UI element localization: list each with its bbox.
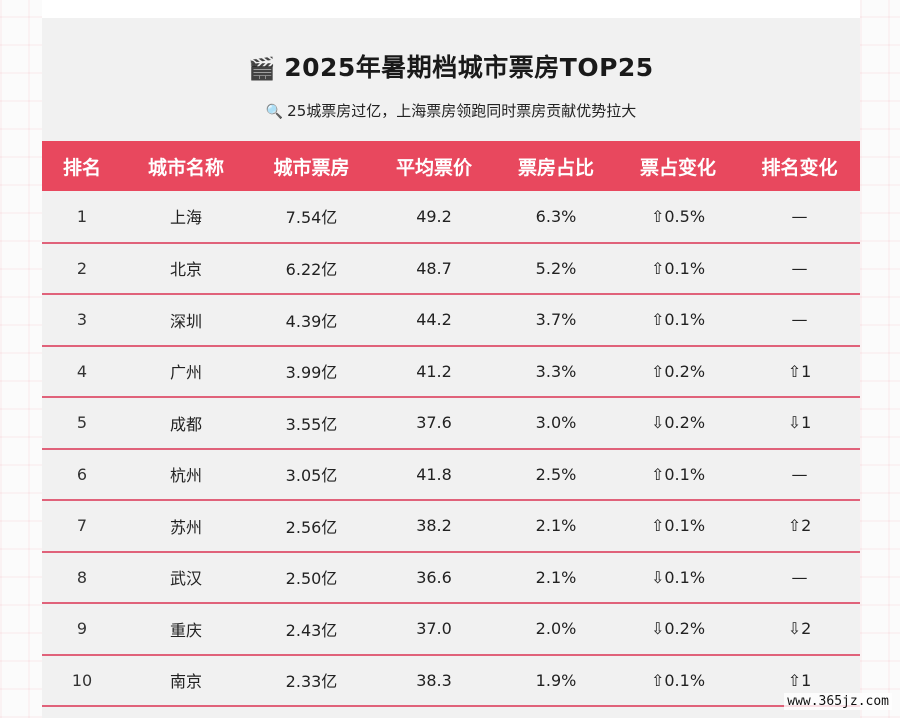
- table-row: 7 苏州 2.56亿 38.2 2.1% ⇧0.1% ⇧2: [42, 500, 860, 552]
- box-office-cell: 2.43亿: [285, 620, 338, 640]
- city-cell: 北京: [169, 260, 202, 280]
- rank-cell: 8: [76, 567, 88, 587]
- header-avg-price: 平均票价: [395, 156, 472, 179]
- share-cell: 2.1%: [535, 516, 577, 536]
- header-city: 城市名称: [147, 156, 224, 179]
- share-change-cell: ⇧0.2%: [650, 361, 706, 381]
- avg-price-cell: 49.2: [416, 206, 452, 226]
- avg-price-cell: 38.3: [416, 670, 452, 690]
- share-cell: 5.2%: [535, 258, 577, 278]
- magnifier-icon: 🔍: [265, 104, 284, 120]
- header-share-change: 票占变化: [639, 156, 716, 179]
- city-cell: 苏州: [169, 517, 202, 537]
- table-header-row: 排名 城市名称 城市票房 平均票价 票房占比 票占变化 排名变化: [42, 141, 860, 191]
- rank-change-cell: ⇩1: [787, 413, 812, 433]
- site-watermark: www.365jz.com: [784, 693, 892, 710]
- share-cell: 2.5%: [535, 464, 577, 484]
- share-change-cell: ⇩0.1%: [650, 567, 706, 587]
- box-office-cell: 3.05亿: [285, 466, 338, 486]
- rank-cell: 2: [76, 258, 88, 278]
- share-change-cell: ⇩0.2%: [650, 619, 706, 639]
- city-cell: 杭州: [169, 466, 202, 486]
- avg-price-cell: 38.2: [416, 516, 452, 536]
- rank-cell: 10: [71, 670, 93, 690]
- ranking-card: 🎬 2025年暑期档城市票房TOP25 🔍 25城票房过亿，上海票房领跑同时票房贡献…: [42, 18, 860, 718]
- rank-change-cell: —: [791, 464, 808, 484]
- box-office-cell: 6.22亿: [285, 260, 338, 280]
- share-cell: 2.1%: [535, 567, 577, 587]
- city-cell: 上海: [169, 208, 202, 228]
- header-rank-change: 排名变化: [761, 156, 838, 179]
- avg-price-cell: 48.7: [416, 258, 452, 278]
- rank-change-cell: —: [791, 206, 808, 226]
- rank-change-cell: ⇧2: [787, 516, 812, 536]
- subtitle-text: 25城票房过亿，上海票房领跑同时票房贡献优势拉大: [287, 102, 637, 120]
- avg-price-cell: 36.6: [416, 567, 452, 587]
- share-change-cell: ⇧0.1%: [650, 516, 706, 536]
- background-pattern-right: [860, 0, 900, 718]
- box-office-cell: 2.33亿: [285, 672, 338, 692]
- page-subtitle: 🔍 25城票房过亿，上海票房领跑同时票房贡献优势拉大: [42, 100, 860, 121]
- share-cell: 2.0%: [535, 619, 577, 639]
- title-text: 2025年暑期档城市票房TOP25: [284, 53, 654, 82]
- box-office-cell: 4.39亿: [285, 311, 338, 331]
- box-office-cell: 7.54亿: [285, 208, 338, 228]
- share-change-cell: ⇩0.2%: [650, 413, 706, 433]
- rank-cell: 7: [76, 516, 88, 536]
- clapperboard-icon: 🎬: [248, 57, 277, 82]
- rank-change-cell: ⇩2: [787, 619, 812, 639]
- table-row: 6 杭州 3.05亿 41.8 2.5% ⇧0.1% —: [42, 449, 860, 500]
- city-cell: 武汉: [169, 569, 202, 589]
- city-cell: 成都: [169, 414, 202, 434]
- city-cell: 深圳: [169, 311, 202, 331]
- table-row: 4 广州 3.99亿 41.2 3.3% ⇧0.2% ⇧1: [42, 346, 860, 397]
- share-change-cell: ⇧0.5%: [650, 206, 706, 226]
- share-change-cell: ⇧0.1%: [650, 258, 706, 278]
- rank-cell: 3: [76, 310, 88, 330]
- box-office-table: 排名 城市名称 城市票房 平均票价 票房占比 票占变化 排名变化 1 上海 7.54亿 49.2 6…: [42, 141, 860, 707]
- rank-change-cell: —: [791, 310, 808, 330]
- rank-change-cell: ⇧1: [787, 670, 812, 690]
- share-cell: 3.7%: [535, 310, 577, 330]
- rank-cell: 1: [76, 206, 88, 226]
- share-change-cell: ⇧0.1%: [650, 310, 706, 330]
- avg-price-cell: 41.2: [416, 361, 452, 381]
- share-change-cell: ⇧0.1%: [650, 670, 706, 690]
- table-row: 8 武汉 2.50亿 36.6 2.1% ⇩0.1% —: [42, 552, 860, 603]
- header-rank: 排名: [62, 156, 101, 179]
- share-cell: 1.9%: [535, 670, 577, 690]
- rank-change-cell: ⇧1: [787, 361, 812, 381]
- box-office-cell: 2.50亿: [285, 569, 338, 589]
- avg-price-cell: 37.6: [416, 413, 452, 433]
- header-share: 票房占比: [517, 156, 594, 179]
- avg-price-cell: 37.0: [416, 619, 452, 639]
- table-row: 2 北京 6.22亿 48.7 5.2% ⇧0.1% —: [42, 243, 860, 294]
- box-office-cell: 3.55亿: [285, 414, 338, 434]
- rank-change-cell: —: [791, 567, 808, 587]
- share-cell: 3.0%: [535, 413, 577, 433]
- table-row: 1 上海 7.54亿 49.2 6.3% ⇧0.5% —: [42, 191, 860, 243]
- rank-cell: 9: [76, 619, 88, 639]
- rank-cell: 5: [76, 413, 88, 433]
- city-cell: 南京: [169, 672, 202, 692]
- city-cell: 重庆: [169, 620, 202, 640]
- avg-price-cell: 41.8: [416, 464, 452, 484]
- page-title: 🎬 2025年暑期档城市票房TOP25: [42, 48, 860, 84]
- box-office-cell: 2.56亿: [285, 517, 338, 537]
- share-change-cell: ⇧0.1%: [650, 464, 706, 484]
- table-row: 3 深圳 4.39亿 44.2 3.7% ⇧0.1% —: [42, 294, 860, 346]
- share-cell: 6.3%: [535, 206, 577, 226]
- city-cell: 广州: [169, 363, 202, 383]
- avg-price-cell: 44.2: [416, 310, 452, 330]
- share-cell: 3.3%: [535, 361, 577, 381]
- table-row: 9 重庆 2.43亿 37.0 2.0% ⇩0.2% ⇩2: [42, 603, 860, 655]
- box-office-cell: 3.99亿: [285, 363, 338, 383]
- header-box-office: 城市票房: [273, 156, 350, 179]
- background-pattern-left: [0, 0, 42, 718]
- table-row: 10 南京 2.33亿 38.3 1.9% ⇧0.1% ⇧1: [42, 655, 860, 706]
- rank-change-cell: —: [791, 258, 808, 278]
- rank-cell: 4: [76, 361, 88, 381]
- rank-cell: 6: [76, 464, 88, 484]
- table-row: 5 成都 3.55亿 37.6 3.0% ⇩0.2% ⇩1: [42, 397, 860, 449]
